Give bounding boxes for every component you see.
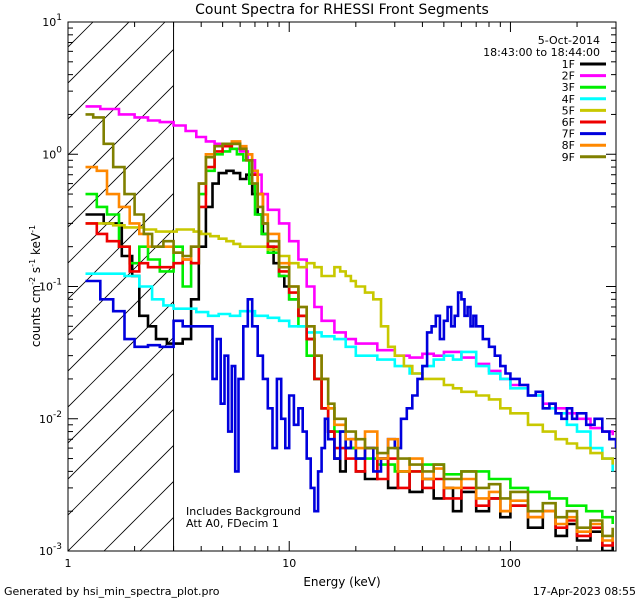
series-line-3F bbox=[85, 147, 614, 524]
hatch-line bbox=[68, 22, 130, 84]
y-axis-label-sup2: -1 bbox=[28, 259, 37, 267]
y-tick-label: 101 bbox=[42, 13, 62, 29]
legend-label-4F: 4F bbox=[562, 93, 575, 106]
y-axis-label-main: counts cm bbox=[29, 285, 43, 347]
series-line-5F bbox=[85, 222, 614, 465]
series-line-9F bbox=[85, 113, 614, 538]
legend-label-2F: 2F bbox=[562, 70, 575, 83]
hatch-line bbox=[68, 372, 174, 480]
y-axis-label-mid2: keV bbox=[29, 232, 43, 259]
x-tick-label: 1 bbox=[65, 557, 72, 570]
y-tick-exponent: -1 bbox=[53, 278, 62, 288]
legend-label-6F: 6F bbox=[562, 116, 575, 129]
y-tick-exponent: 0 bbox=[56, 145, 62, 155]
y-tick-base: 10 bbox=[39, 281, 53, 294]
legend-label-9F: 9F bbox=[562, 151, 575, 164]
y-tick-label: 10-1 bbox=[39, 278, 62, 294]
y-tick-exponent: -3 bbox=[53, 542, 62, 552]
hatch-line bbox=[68, 228, 174, 336]
y-tick-base: 10 bbox=[42, 148, 56, 161]
annotation-attenuator: Att A0, FDecim 1 bbox=[186, 517, 279, 530]
hatch-line bbox=[68, 84, 174, 192]
time-range-label: 18:43:00 to 18:44:00 bbox=[483, 46, 600, 59]
series-line-6F bbox=[85, 142, 614, 547]
series-lines bbox=[85, 105, 616, 551]
legend-label-5F: 5F bbox=[562, 104, 575, 117]
y-tick-base: 10 bbox=[39, 545, 53, 558]
hatch-line bbox=[68, 22, 166, 120]
series-line-7F bbox=[85, 279, 616, 513]
y-axis-label-sup1: -2 bbox=[28, 277, 37, 285]
annotation-background: Includes Background bbox=[186, 505, 301, 518]
y-tick-base: 10 bbox=[42, 16, 56, 29]
legend-label-8F: 8F bbox=[562, 139, 575, 152]
timestamp-label: 17-Apr-2023 08:55 bbox=[533, 585, 636, 598]
y-axis-label-mid1: s bbox=[29, 267, 43, 277]
x-tick-label: 10 bbox=[282, 557, 296, 570]
hatch-line bbox=[536, 22, 640, 551]
chart-title: Count Spectra for RHESSI Front Segments bbox=[195, 2, 489, 18]
y-axis-label-sup3: -1 bbox=[28, 225, 37, 233]
y-tick-label: 100 bbox=[42, 145, 62, 161]
y-tick-exponent: 1 bbox=[56, 13, 62, 23]
x-axis: 1 10 100 bbox=[65, 22, 617, 570]
hatch-line bbox=[68, 444, 174, 551]
legend-label-7F: 7F bbox=[562, 128, 575, 141]
x-tick-label: 100 bbox=[500, 557, 521, 570]
y-tick-label: 10-2 bbox=[39, 410, 62, 426]
x-axis-label: Energy (keV) bbox=[303, 575, 380, 589]
y-tick-exponent: -2 bbox=[53, 410, 62, 420]
y-tick-label: 10-3 bbox=[39, 542, 62, 558]
legend-label-1F: 1F bbox=[562, 58, 575, 71]
generated-by-label: Generated by hsi_min_spectra_plot.pro bbox=[4, 585, 220, 598]
hatch-line bbox=[68, 264, 174, 372]
series-line-8F bbox=[85, 140, 614, 542]
shaded-region bbox=[68, 22, 640, 551]
legend-label-3F: 3F bbox=[562, 81, 575, 94]
y-tick-base: 10 bbox=[39, 413, 53, 426]
series-line-1F bbox=[85, 169, 614, 551]
date-label: 5-Oct-2014 bbox=[538, 34, 600, 47]
hatch-line bbox=[68, 408, 174, 516]
hatch-line bbox=[68, 192, 174, 300]
series-line-4F bbox=[85, 272, 614, 472]
y-axis-label: counts cm-2 s-1 keV-1 bbox=[28, 225, 43, 347]
